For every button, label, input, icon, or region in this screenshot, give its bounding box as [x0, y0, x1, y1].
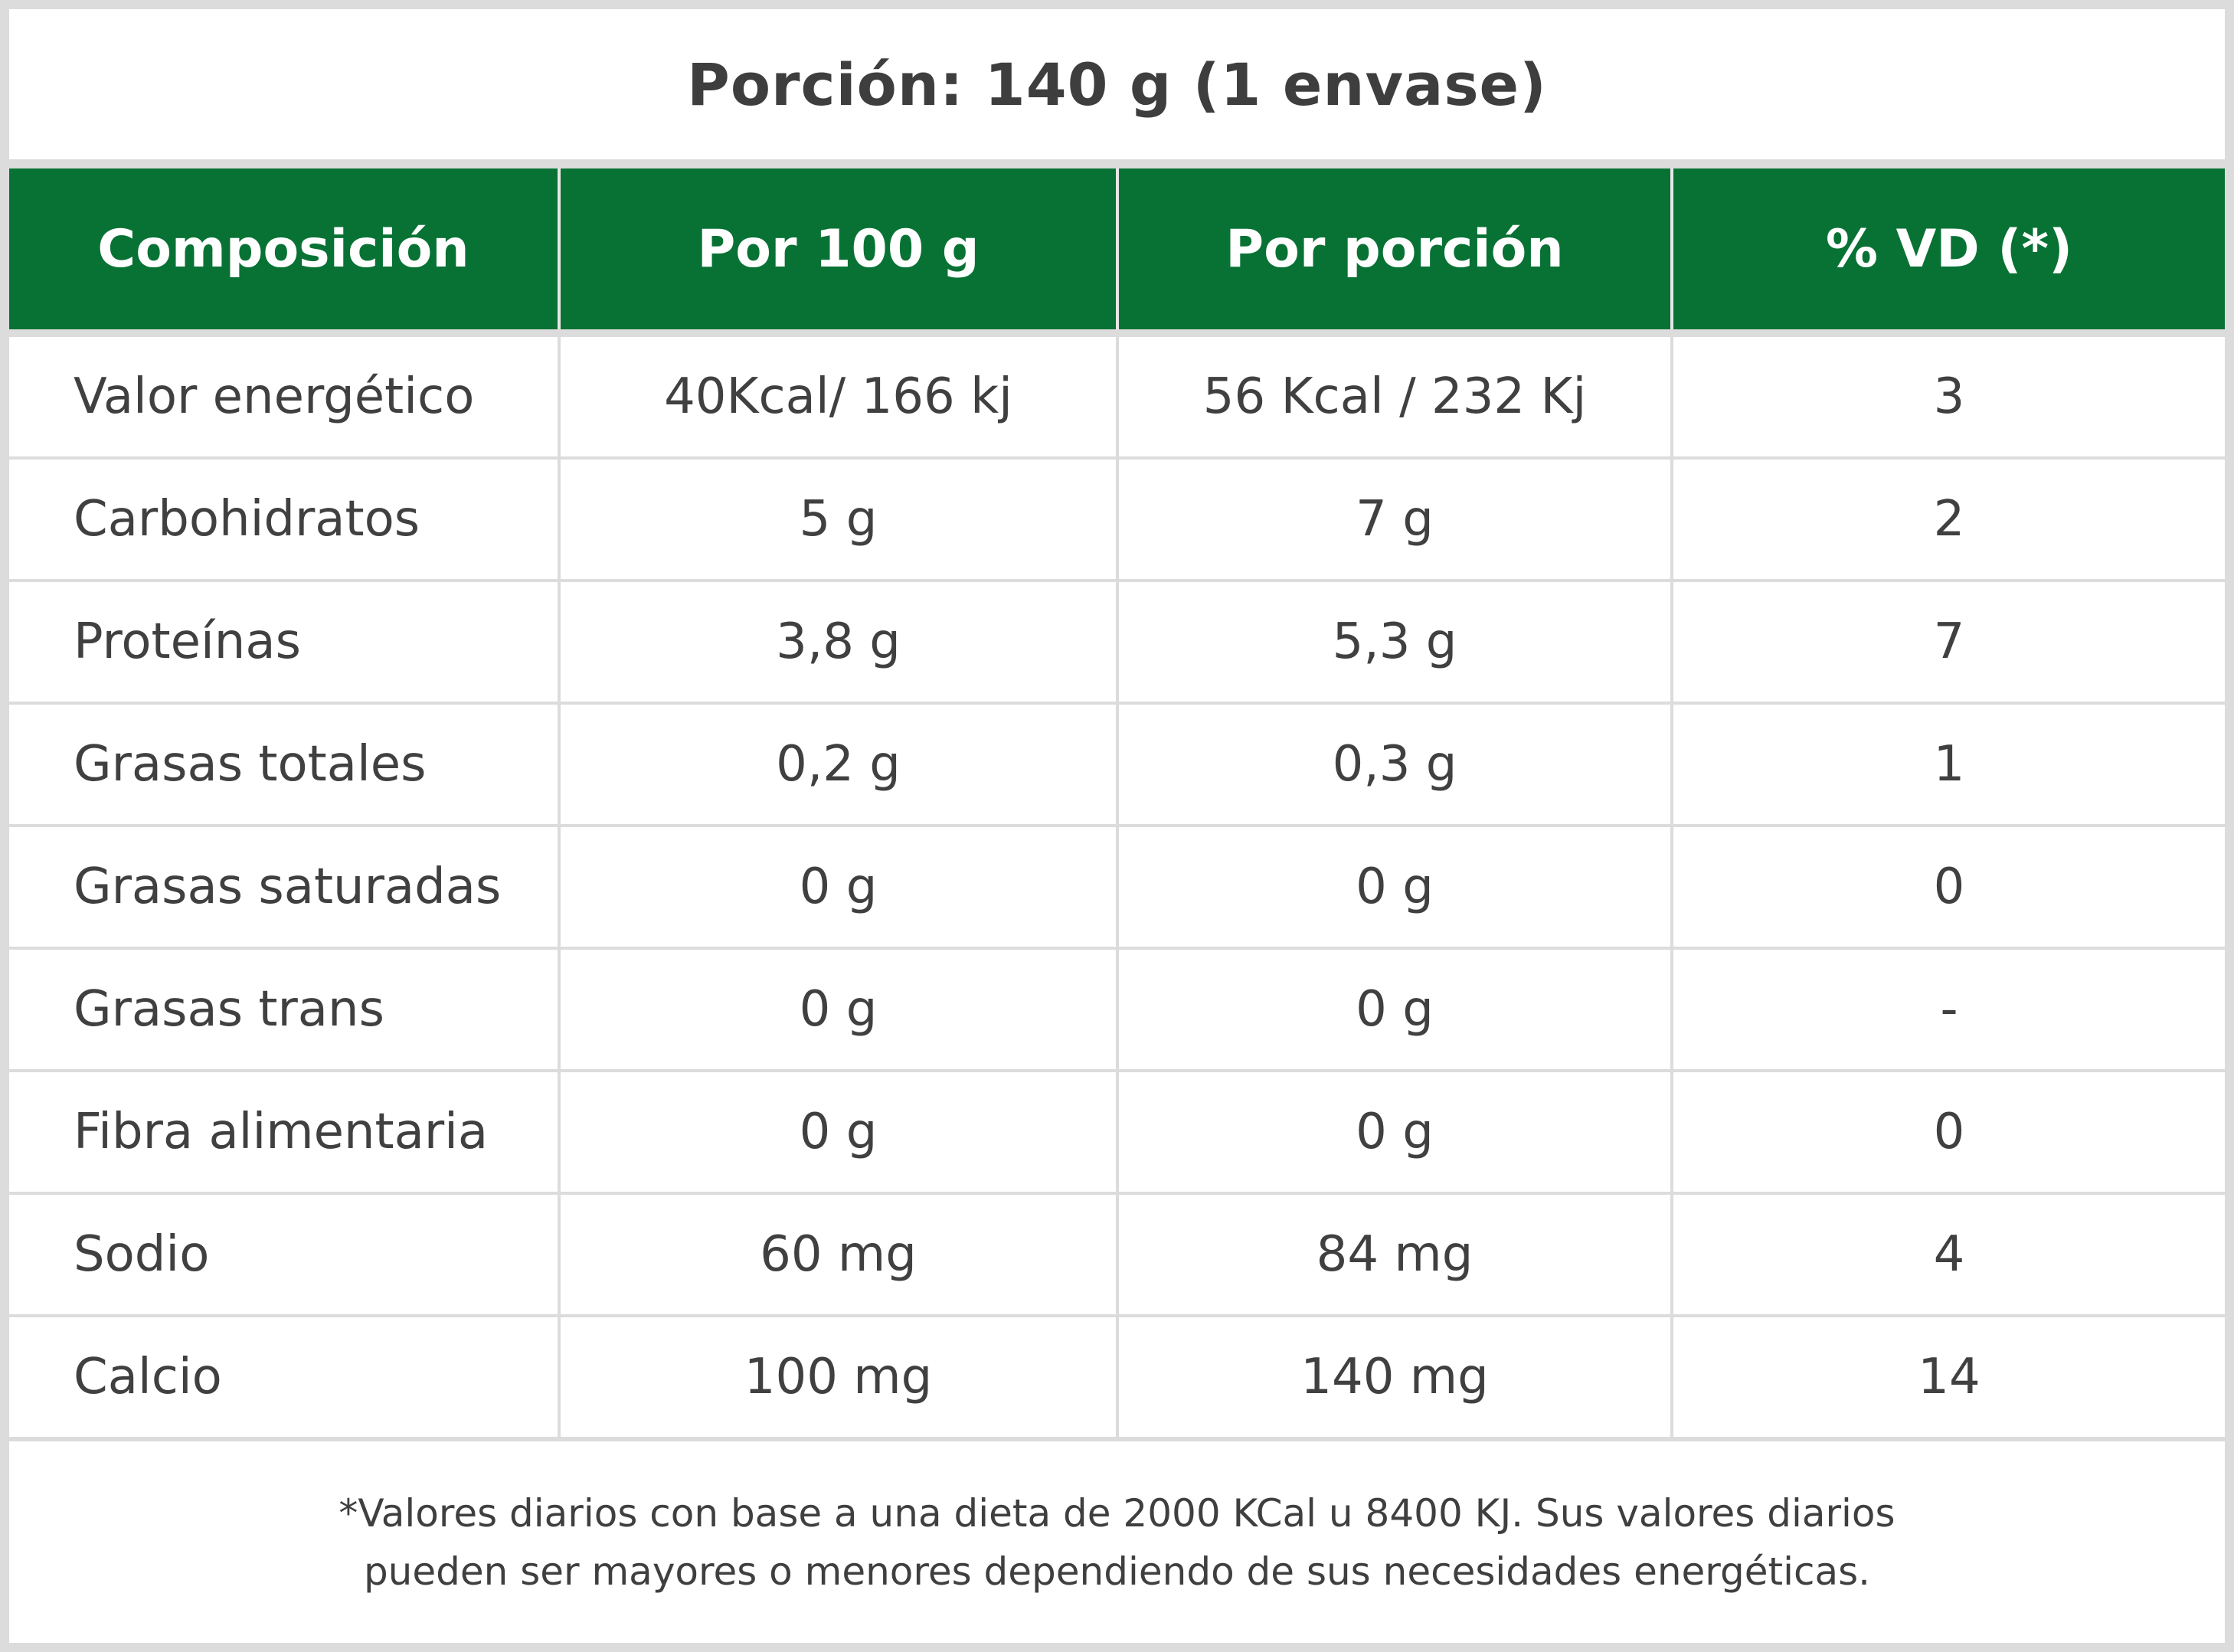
value-daily-percent: 2: [1670, 456, 2225, 581]
table-row: Carbohidratos 5 g 7 g 2: [9, 456, 2225, 581]
table-row: Calcio 100 mg 140 mg 14: [9, 1314, 2225, 1437]
table-row: Valor energético 40Kcal/ 166 kj 56 Kcal …: [9, 329, 2225, 458]
serving-title: Porción: 140 g (1 envase): [687, 50, 1547, 119]
value-per-100g: 5 g: [558, 456, 1117, 581]
serving-title-box: Porción: 140 g (1 envase): [9, 9, 2225, 159]
value-per-serving: 0 g: [1116, 947, 1672, 1071]
value-daily-percent: 14: [1670, 1314, 2225, 1437]
table-row: Fibra alimentaria 0 g 0 g 0: [9, 1069, 2225, 1193]
nutrition-table: Composición Por 100 g Por porción % VD (…: [9, 168, 2225, 1437]
value-per-100g: 100 mg: [558, 1314, 1117, 1437]
value-per-100g: 40Kcal/ 166 kj: [558, 329, 1117, 458]
table-row: Sodio 60 mg 84 mg 4: [9, 1192, 2225, 1316]
nutrient-name: Valor energético: [9, 329, 559, 458]
nutrient-name: Grasas trans: [9, 947, 559, 1071]
table-header-row: Composición Por 100 g Por porción % VD (…: [9, 168, 2225, 333]
value-daily-percent: 0: [1670, 824, 2225, 948]
value-daily-percent: -: [1670, 947, 2225, 1071]
value-per-serving: 0,3 g: [1116, 702, 1672, 826]
value-per-serving: 0 g: [1116, 824, 1672, 948]
table-row: Grasas trans 0 g 0 g -: [9, 947, 2225, 1071]
footnote-line-2: pueden ser mayores o menores dependiendo…: [363, 1549, 1871, 1594]
column-header-per-100g: Por 100 g: [558, 168, 1117, 333]
value-daily-percent: 7: [1670, 579, 2225, 703]
value-per-serving: 84 mg: [1116, 1192, 1672, 1316]
column-header-composition: Composición: [9, 168, 559, 333]
nutrient-name: Calcio: [9, 1314, 559, 1437]
nutrient-name: Grasas totales: [9, 702, 559, 826]
value-per-100g: 60 mg: [558, 1192, 1117, 1316]
nutrient-name: Carbohidratos: [9, 456, 559, 581]
value-daily-percent: 0: [1670, 1069, 2225, 1193]
table-row: Grasas saturadas 0 g 0 g 0: [9, 824, 2225, 948]
value-per-100g: 3,8 g: [558, 579, 1117, 703]
footnote-box: *Valores diarios con base a una dieta de…: [9, 1441, 2225, 1643]
column-header-daily-value: % VD (*): [1670, 168, 2225, 333]
nutrient-name: Grasas saturadas: [9, 824, 559, 948]
column-header-per-serving: Por porción: [1116, 168, 1672, 333]
nutrient-name: Sodio: [9, 1192, 559, 1316]
value-per-100g: 0 g: [558, 824, 1117, 948]
value-per-serving: 5,3 g: [1116, 579, 1672, 703]
value-daily-percent: 3: [1670, 329, 2225, 458]
value-daily-percent: 1: [1670, 702, 2225, 826]
nutrient-name: Fibra alimentaria: [9, 1069, 559, 1193]
value-per-100g: 0 g: [558, 1069, 1117, 1193]
nutrient-name: Proteínas: [9, 579, 559, 703]
footnote-line-1: *Valores diarios con base a una dieta de…: [339, 1490, 1895, 1536]
value-per-serving: 7 g: [1116, 456, 1672, 581]
value-per-100g: 0 g: [558, 947, 1117, 1071]
value-per-serving: 56 Kcal / 232 Kj: [1116, 329, 1672, 458]
value-per-serving: 140 mg: [1116, 1314, 1672, 1437]
value-per-100g: 0,2 g: [558, 702, 1117, 826]
value-daily-percent: 4: [1670, 1192, 2225, 1316]
value-per-serving: 0 g: [1116, 1069, 1672, 1193]
table-row: Grasas totales 0,2 g 0,3 g 1: [9, 702, 2225, 826]
table-row: Proteínas 3,8 g 5,3 g 7: [9, 579, 2225, 703]
